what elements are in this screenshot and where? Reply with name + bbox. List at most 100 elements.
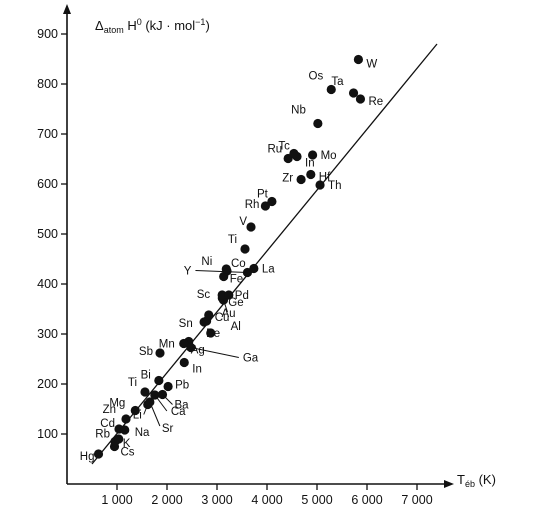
point-label: Ga [243, 353, 259, 365]
data-point [240, 244, 250, 254]
x-tick-label: 3 000 [201, 493, 232, 507]
point-label: Ti [128, 377, 137, 389]
point-label: Fe [230, 274, 243, 286]
data-point [246, 222, 256, 232]
point-label: Mg [109, 398, 125, 410]
data-point [249, 263, 259, 274]
x-tick-label: 1 000 [101, 493, 132, 507]
data-point [204, 310, 214, 320]
data-point [221, 264, 231, 274]
point-label: Bi [141, 370, 151, 382]
y-tick-label: 200 [37, 377, 58, 391]
y-tick-label: 600 [37, 177, 58, 191]
y-axis-arrow-icon [63, 4, 71, 14]
point-label: Sb [139, 346, 153, 358]
point-label: Ta [331, 76, 344, 88]
y-axis [63, 4, 71, 484]
point-label: Na [135, 427, 150, 439]
point-label: La [262, 264, 275, 276]
point-label: Th [328, 180, 341, 192]
point-label: Tc [278, 141, 290, 153]
point-label: W [366, 59, 377, 71]
data-point [267, 196, 277, 207]
data-point [130, 405, 140, 416]
data-point [217, 290, 227, 300]
point-label: Mo [321, 150, 337, 162]
point-label: Ba [175, 400, 190, 412]
x-axis-arrow-icon [444, 480, 454, 488]
y-tick-label: 700 [37, 127, 58, 141]
point-label: Re [368, 96, 383, 108]
data-point [260, 201, 270, 211]
point-label: Cs [121, 447, 135, 459]
point-label: Y [184, 266, 192, 278]
data-point [348, 88, 359, 98]
y-tick-label: 100 [37, 427, 58, 441]
point-label: Os [309, 71, 324, 83]
leader-line [195, 270, 248, 273]
point-label: Co [231, 258, 246, 270]
point-label: Rh [245, 199, 260, 211]
trend-line-group [91, 43, 438, 465]
x-tick-label: 2 000 [151, 493, 182, 507]
data-point [93, 449, 104, 459]
point-label: Ge [228, 297, 243, 309]
point-label: Zr [282, 173, 293, 185]
point-label: Cu [215, 312, 230, 324]
data-point [296, 174, 306, 185]
point-label: Hg [80, 451, 95, 463]
x-axis-title: Téb (K) [457, 472, 496, 489]
data-point [353, 54, 363, 65]
point-label: Nb [291, 105, 306, 117]
point-label: Hf [319, 172, 331, 184]
x-tick-label: 6 000 [351, 493, 382, 507]
data-point [206, 328, 216, 338]
y-tick-label: 800 [37, 77, 58, 91]
data-point [154, 375, 164, 386]
x-tick-label: 4 000 [251, 493, 282, 507]
data-point [155, 348, 165, 358]
point-label: Ti [228, 234, 237, 246]
data-point [313, 118, 323, 129]
point-label: Zn [103, 404, 116, 416]
data-point [315, 180, 325, 190]
point-label: Ru [267, 144, 282, 156]
data-point [355, 94, 366, 104]
y-tick-label: 500 [37, 227, 58, 241]
point-label: V [239, 216, 247, 228]
y-tick-label: 400 [37, 277, 58, 291]
data-point [121, 414, 131, 424]
point-label: Be [206, 328, 220, 340]
leader-line [143, 404, 149, 415]
point-label: Li [133, 410, 142, 422]
x-tick-label: 5 000 [301, 493, 332, 507]
data-point [120, 425, 130, 435]
point-label: Ni [201, 256, 212, 268]
y-tick-label: 900 [37, 27, 58, 41]
data-point [326, 84, 336, 95]
x-ticks: 1 000 2 000 3 000 4 000 5 000 6 000 7 000 [101, 484, 433, 507]
leader-line [223, 299, 228, 313]
point-label: Ca [171, 406, 186, 418]
leader-line [190, 347, 239, 358]
x-tick-label: 7 000 [401, 493, 432, 507]
data-point [308, 150, 318, 160]
leader-line [149, 401, 161, 427]
point-label: Rb [95, 429, 110, 441]
data-point [179, 357, 189, 368]
y-axis-title: Δatom H0 (kJ · mol−1) [95, 17, 210, 35]
data-point [224, 290, 234, 300]
point-label: Sr [162, 423, 174, 435]
point-label: In [192, 364, 202, 376]
point-label: Au [222, 308, 236, 320]
data-point [114, 434, 124, 444]
data-point [306, 169, 316, 180]
point-label: K [123, 438, 131, 450]
y-tick-label: 300 [37, 327, 58, 341]
trend-line [91, 43, 438, 465]
data-point [179, 338, 189, 349]
point-label: Pd [235, 290, 249, 302]
leader-line [162, 394, 173, 405]
data-point [289, 148, 299, 159]
